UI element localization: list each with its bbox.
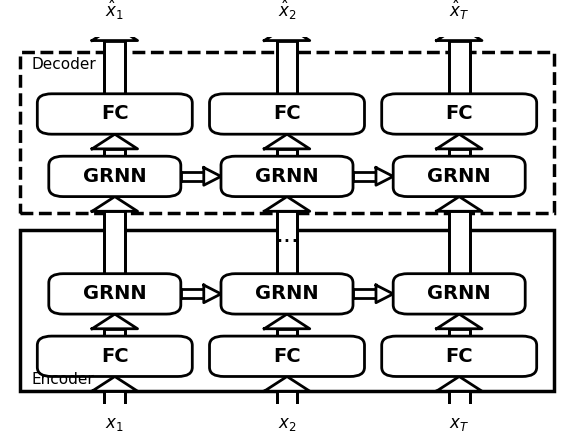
FancyBboxPatch shape — [210, 336, 364, 376]
Polygon shape — [264, 26, 310, 41]
Bar — [449, 391, 470, 411]
Text: $x_T$: $x_T$ — [449, 415, 470, 432]
Text: GRNN: GRNN — [255, 284, 319, 303]
Text: GRNN: GRNN — [83, 284, 146, 303]
Bar — [104, 329, 125, 336]
Text: FC: FC — [445, 347, 473, 366]
Polygon shape — [264, 197, 310, 211]
Bar — [277, 149, 297, 156]
FancyBboxPatch shape — [49, 156, 181, 197]
Text: FC: FC — [101, 105, 129, 124]
Text: $x_2$: $x_2$ — [278, 415, 296, 432]
Polygon shape — [376, 168, 393, 185]
FancyBboxPatch shape — [210, 94, 364, 134]
Text: GRNN: GRNN — [428, 284, 491, 303]
FancyBboxPatch shape — [221, 274, 353, 314]
Text: FC: FC — [273, 105, 301, 124]
FancyBboxPatch shape — [393, 274, 525, 314]
Polygon shape — [436, 26, 482, 41]
Polygon shape — [92, 197, 138, 211]
Text: Decoder: Decoder — [32, 57, 96, 72]
FancyBboxPatch shape — [393, 156, 525, 197]
Text: $\hat{x}_T$: $\hat{x}_T$ — [449, 0, 470, 22]
Text: Encoder: Encoder — [32, 372, 94, 388]
Bar — [449, 41, 470, 94]
Polygon shape — [92, 314, 138, 329]
FancyBboxPatch shape — [382, 94, 537, 134]
FancyBboxPatch shape — [49, 274, 181, 314]
Bar — [277, 211, 297, 274]
Text: GRNN: GRNN — [83, 167, 146, 186]
Polygon shape — [436, 376, 482, 391]
Text: FC: FC — [445, 105, 473, 124]
Polygon shape — [264, 134, 310, 149]
Text: FC: FC — [273, 347, 301, 366]
Bar — [20, 230, 554, 391]
Polygon shape — [436, 197, 482, 211]
Bar — [449, 149, 470, 156]
Polygon shape — [92, 134, 138, 149]
Polygon shape — [204, 168, 221, 185]
Text: $x_1$: $x_1$ — [106, 415, 124, 432]
Polygon shape — [204, 285, 221, 303]
Text: $\hat{x}_1$: $\hat{x}_1$ — [106, 0, 124, 22]
Text: GRNN: GRNN — [255, 167, 319, 186]
Polygon shape — [376, 285, 393, 303]
Bar — [449, 329, 470, 336]
Bar — [277, 391, 297, 411]
Bar — [20, 51, 554, 213]
Bar — [104, 149, 125, 156]
Bar — [104, 41, 125, 94]
Polygon shape — [436, 314, 482, 329]
Text: ...: ... — [275, 223, 299, 247]
FancyBboxPatch shape — [37, 336, 192, 376]
Bar — [104, 391, 125, 411]
Polygon shape — [264, 376, 310, 391]
Bar — [104, 211, 125, 274]
Text: FC: FC — [101, 347, 129, 366]
Polygon shape — [436, 134, 482, 149]
Polygon shape — [264, 314, 310, 329]
Text: $\hat{x}_2$: $\hat{x}_2$ — [278, 0, 296, 22]
FancyBboxPatch shape — [221, 156, 353, 197]
Polygon shape — [92, 376, 138, 391]
FancyBboxPatch shape — [37, 94, 192, 134]
Bar — [277, 329, 297, 336]
Bar — [449, 211, 470, 274]
Text: GRNN: GRNN — [428, 167, 491, 186]
Polygon shape — [92, 26, 138, 41]
FancyBboxPatch shape — [382, 336, 537, 376]
Bar — [277, 41, 297, 94]
